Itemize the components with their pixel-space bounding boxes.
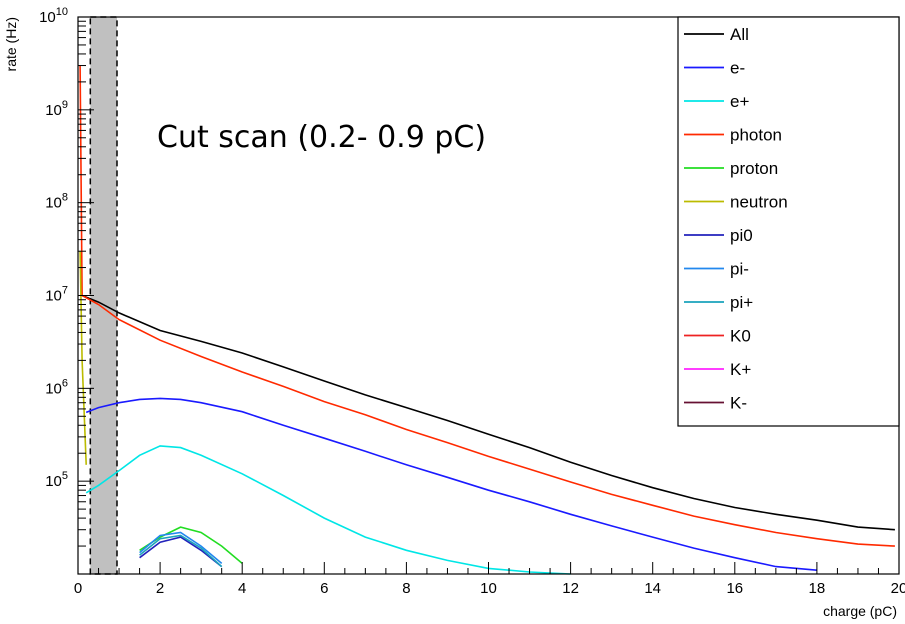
y-tick-label: 108: [45, 192, 68, 212]
legend-box: [677, 16, 900, 427]
y-tick-label: 107: [45, 285, 68, 305]
legend-label-pi0: pi0: [730, 226, 753, 245]
series-line-photon: [79, 65, 895, 547]
legend-label-K0: K0: [730, 327, 751, 346]
x-axis-title: charge (pC): [823, 603, 897, 619]
legend-label-All: All: [730, 25, 749, 44]
legend-label-e+: e+: [730, 92, 749, 111]
x-tick-label: 16: [726, 580, 743, 597]
series-line-e+: [85, 445, 571, 575]
x-tick-label: 12: [562, 580, 579, 597]
series-line-pi+: [139, 534, 223, 568]
legend-label-K-: K-: [730, 394, 747, 413]
x-tick-label: 0: [74, 580, 82, 597]
y-tick-label: 1010: [39, 6, 68, 26]
y-tick-label: 109: [45, 99, 68, 119]
x-tick-label: 10: [480, 580, 497, 597]
x-tick-label: 6: [320, 580, 328, 597]
x-tick-label: 14: [644, 580, 661, 597]
x-tick-label: 4: [238, 580, 246, 597]
legend-label-neutron: neutron: [730, 193, 788, 212]
series-line-pi-: [139, 531, 223, 565]
x-tick-label: 20: [891, 580, 905, 597]
legend-label-photon: photon: [730, 126, 782, 145]
x-tick-label: 2: [156, 580, 164, 597]
cut-region: [89, 16, 118, 575]
legend-label-proton: proton: [730, 159, 778, 178]
legend-label-pi+: pi+: [730, 293, 753, 312]
legend-label-K+: K+: [730, 360, 751, 379]
x-tick-label: 18: [809, 580, 826, 597]
series-line-pi0: [139, 536, 223, 568]
y-tick-label: 106: [45, 377, 68, 397]
y-axis-title: rate (Hz): [3, 17, 19, 71]
cut-annotation: Cut scan (0.2- 0.9 pC): [157, 120, 486, 155]
series-line-e-: [85, 397, 817, 571]
x-tick-label: 8: [402, 580, 410, 597]
legend-label-pi-: pi-: [730, 260, 749, 279]
y-tick-label: 105: [45, 470, 68, 490]
series-line-All: [81, 294, 895, 531]
legend-label-e-: e-: [730, 59, 745, 78]
